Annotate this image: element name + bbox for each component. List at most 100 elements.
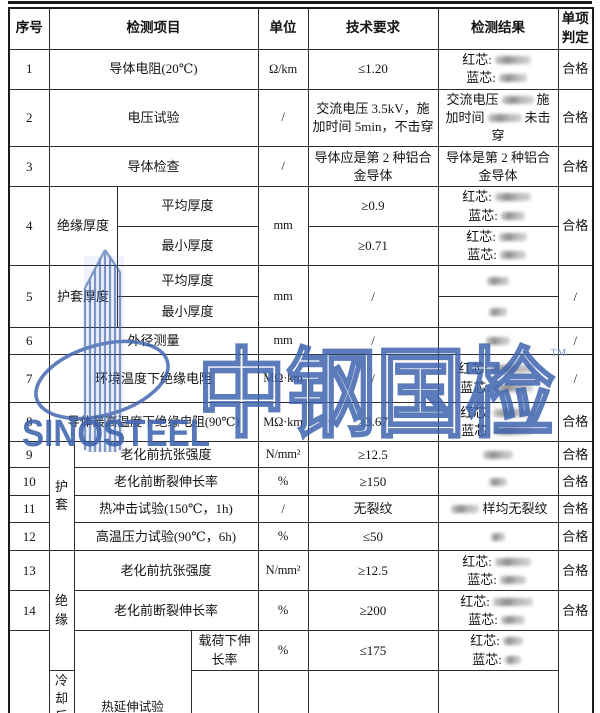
cell-result: 红芯: 蓝芯: [437, 402, 559, 443]
table-row: 6 外径测量 mm / / [8, 327, 594, 356]
cell-verdict: 合格 [557, 146, 594, 188]
cell-subitem: 平均厚度 [116, 186, 259, 227]
core-label: 蓝芯: [467, 246, 497, 262]
cell-result [437, 522, 559, 552]
cell-subitem: 冷却后永久伸长率 [48, 669, 75, 713]
cell-verdict: / [557, 327, 594, 356]
cell-item: 老化前抗张强度 [73, 550, 259, 592]
redacted-value [500, 211, 525, 220]
header-row: 序号 检测项目 单位 技术要求 检测结果 单项判定 [8, 7, 594, 50]
page-top-rule [8, 1, 592, 4]
cell-requirement: ≤175 [307, 630, 439, 671]
cell-subitem: 平均厚度 [116, 265, 259, 298]
cell-item: 热延伸试验（200℃×15min，机械应力 20N/cm²） [73, 630, 192, 713]
cell-unit: % [257, 590, 309, 632]
redacted-value [490, 365, 535, 374]
cell-requirement: ≥0.71 [307, 225, 439, 267]
cell-requirement: / [307, 354, 439, 404]
table-row: 10 老化前断裂伸长率 % ≥150 合格 [8, 467, 594, 497]
cell-unit: mm [257, 327, 309, 356]
redacted-value [492, 597, 533, 606]
cell-unit: / [257, 88, 309, 148]
core-label: 红芯: [458, 361, 488, 377]
redacted-value [499, 250, 526, 259]
table-row: 4 绝缘厚度 平均厚度 mm ≥0.9 红芯: 蓝芯: 合格 [8, 186, 594, 267]
cell-requirement: ≤50 [307, 522, 439, 552]
cell-unit: MΩ·km [257, 354, 309, 404]
redacted-value [492, 409, 533, 418]
redacted-value [489, 477, 507, 486]
table-row: 1 导体电阻(20℃) Ω/km ≤1.20 红芯: 蓝芯: 合格 [8, 48, 594, 90]
cell-verdict: 合格 [557, 550, 594, 592]
cell-unit: % [257, 467, 309, 497]
cell-item: 老化前断裂伸长率 [73, 590, 259, 632]
redacted-value [494, 193, 531, 202]
cell-no: 1 [8, 48, 50, 90]
core-label: 红芯: [462, 52, 492, 68]
cell-group: 绝缘 [48, 550, 75, 671]
cell-result: 导体是第 2 种铝合金导体 [437, 146, 559, 188]
cell-result: 红芯: 蓝芯: [437, 48, 559, 90]
table-row: 9 护套 老化前抗张强度 N/mm² ≥12.5 合格 [8, 441, 594, 552]
cell-result: 红芯: 蓝芯: [437, 630, 559, 671]
cell-requirement: ≥3.67 [307, 402, 439, 443]
cell-group: 护套 [48, 441, 75, 552]
cell-unit: MΩ·km [257, 402, 309, 443]
core-label: 蓝芯: [461, 423, 491, 439]
redacted-value [491, 532, 505, 541]
cell-requirement: ≤1.20 [307, 48, 439, 90]
table-row: 冷却后永久伸长率 % ≤15 红芯: 蓝芯: [9, 669, 593, 713]
cell-requirement: 导体应是第 2 种铝合金导体 [307, 146, 439, 188]
cell-result [437, 265, 559, 298]
cell-item: 高温压力试验(90℃，6h) [73, 522, 259, 552]
cell-unit: / [257, 146, 309, 188]
cell-no: 15 [8, 630, 50, 713]
cell-requirement: ≥12.5 [307, 441, 439, 469]
table-row: 13 绝缘 老化前抗张强度 N/mm² ≥12.5 红芯: 蓝芯: 合格 [8, 550, 594, 671]
redacted-value [500, 615, 525, 624]
core-label: 红芯: [470, 633, 500, 649]
result-text: 未击穿 [491, 109, 551, 144]
redacted-value [499, 575, 526, 584]
cell-unit: % [190, 669, 259, 713]
col-header-requirement: 技术要求 [307, 7, 439, 50]
cell-no: 8 [8, 402, 50, 443]
cell-requirement: / [307, 327, 439, 356]
core-label: 蓝芯: [467, 571, 497, 587]
redacted-value [502, 637, 523, 646]
cell-result [437, 296, 559, 329]
result-text: 施加时间 [445, 91, 550, 125]
table-row: 11 热冲击试验(150℃，1h) / 无裂纹 样均无裂纹 合格 [8, 495, 594, 524]
col-header-result: 检测结果 [437, 7, 559, 50]
cell-unit: % [257, 630, 309, 671]
cell-requirement: 交流电压 3.5kV，施加时间 5min，不击穿 [307, 88, 439, 148]
cell-result: 样均无裂纹 [437, 495, 559, 524]
redacted-value [489, 308, 507, 316]
cell-result: 红芯: 蓝芯: [437, 354, 559, 404]
cell-no: 5 [8, 265, 50, 329]
cell-result: 红芯: 蓝芯: [307, 669, 439, 713]
core-label: 蓝芯: [466, 70, 496, 86]
core-label: 蓝芯: [460, 379, 490, 395]
cell-no: 9 [8, 441, 50, 469]
redacted-value [498, 74, 527, 83]
redacted-value [494, 56, 531, 65]
report-table: 序号 检测项目 单位 技术要求 检测结果 单项判定 1 导体电阻(20℃) Ω/… [8, 7, 594, 713]
cell-result: 红芯: 蓝芯: [437, 550, 559, 592]
col-header-verdict: 单项判定 [557, 7, 594, 50]
cell-requirement: ≤15 [257, 669, 309, 713]
cell-item: 热冲击试验(150℃，1h) [73, 495, 259, 524]
table-row: 最小厚度 [9, 296, 593, 329]
cell-no: 13 [8, 550, 50, 592]
cell-verdict: 合格 [557, 402, 594, 443]
cell-requirement: ≥150 [307, 467, 439, 497]
cell-result: 红芯: 蓝芯: [437, 590, 559, 632]
cell-result: 交流电压 施加时间 未击穿 [437, 88, 559, 148]
cell-item: 老化前抗张强度 [73, 441, 259, 469]
cell-result [437, 327, 559, 356]
cell-verdict: 合格 [557, 186, 594, 267]
redacted-value [451, 505, 480, 514]
table-row: 8 导体最高温度下绝缘电阻(90℃) MΩ·km ≥3.67 红芯: 蓝芯: 合… [8, 402, 594, 443]
cell-item: 电压试验 [48, 88, 259, 148]
